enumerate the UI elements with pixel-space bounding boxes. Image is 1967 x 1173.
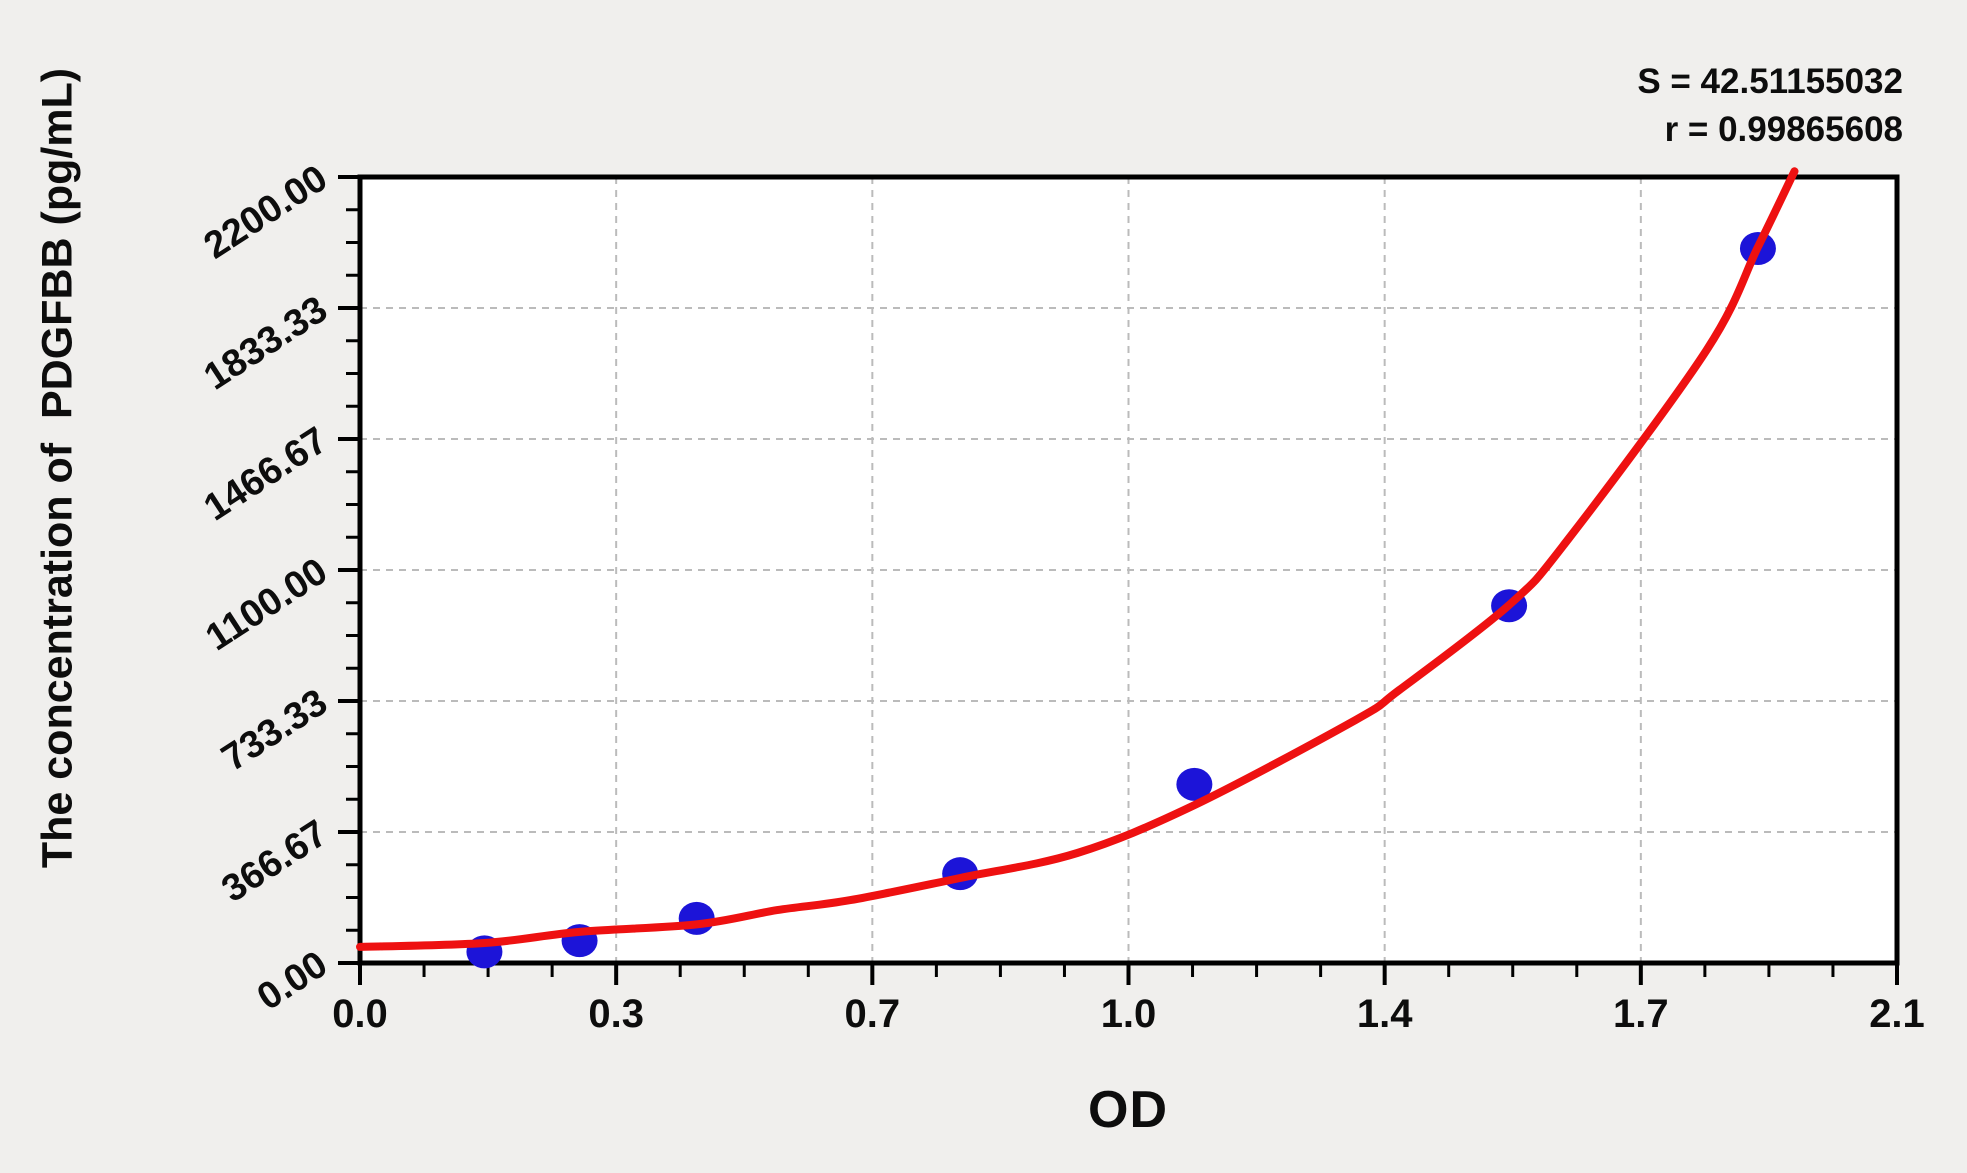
- x-tick-label: 1.7: [1613, 992, 1669, 1036]
- s-value: S = 42.51155032: [1637, 62, 1903, 101]
- fit-annotation: S = 42.51155032 r = 0.99865608: [1637, 58, 1903, 154]
- x-tick-label: 1.0: [1101, 992, 1157, 1036]
- y-axis-title: The concentration of PDGFBB (pg/mL): [33, 67, 82, 869]
- x-tick-label: 0.7: [845, 992, 901, 1036]
- x-tick-label: 1.4: [1357, 992, 1413, 1036]
- x-tick-label: 2.1: [1869, 992, 1925, 1036]
- y-tick-label: 1466.67: [197, 419, 335, 529]
- y-tick-label: 2200.00: [197, 157, 335, 267]
- y-tick-label: 733.33: [215, 681, 335, 780]
- x-tick-label: 0.0: [332, 992, 388, 1036]
- y-tick-label: 0.00: [250, 943, 335, 1019]
- y-tick-label: 1833.33: [197, 288, 335, 398]
- x-tick-label: 0.3: [588, 992, 644, 1036]
- data-point: [678, 901, 715, 935]
- y-tick-label: 366.67: [215, 812, 335, 911]
- fitted-curve: [356, 167, 1799, 951]
- x-axis-title: OD: [1088, 1081, 1168, 1139]
- r-value: r = 0.99865608: [1664, 110, 1903, 149]
- y-tick-label: 1100.00: [199, 550, 335, 659]
- data-point: [1176, 767, 1213, 801]
